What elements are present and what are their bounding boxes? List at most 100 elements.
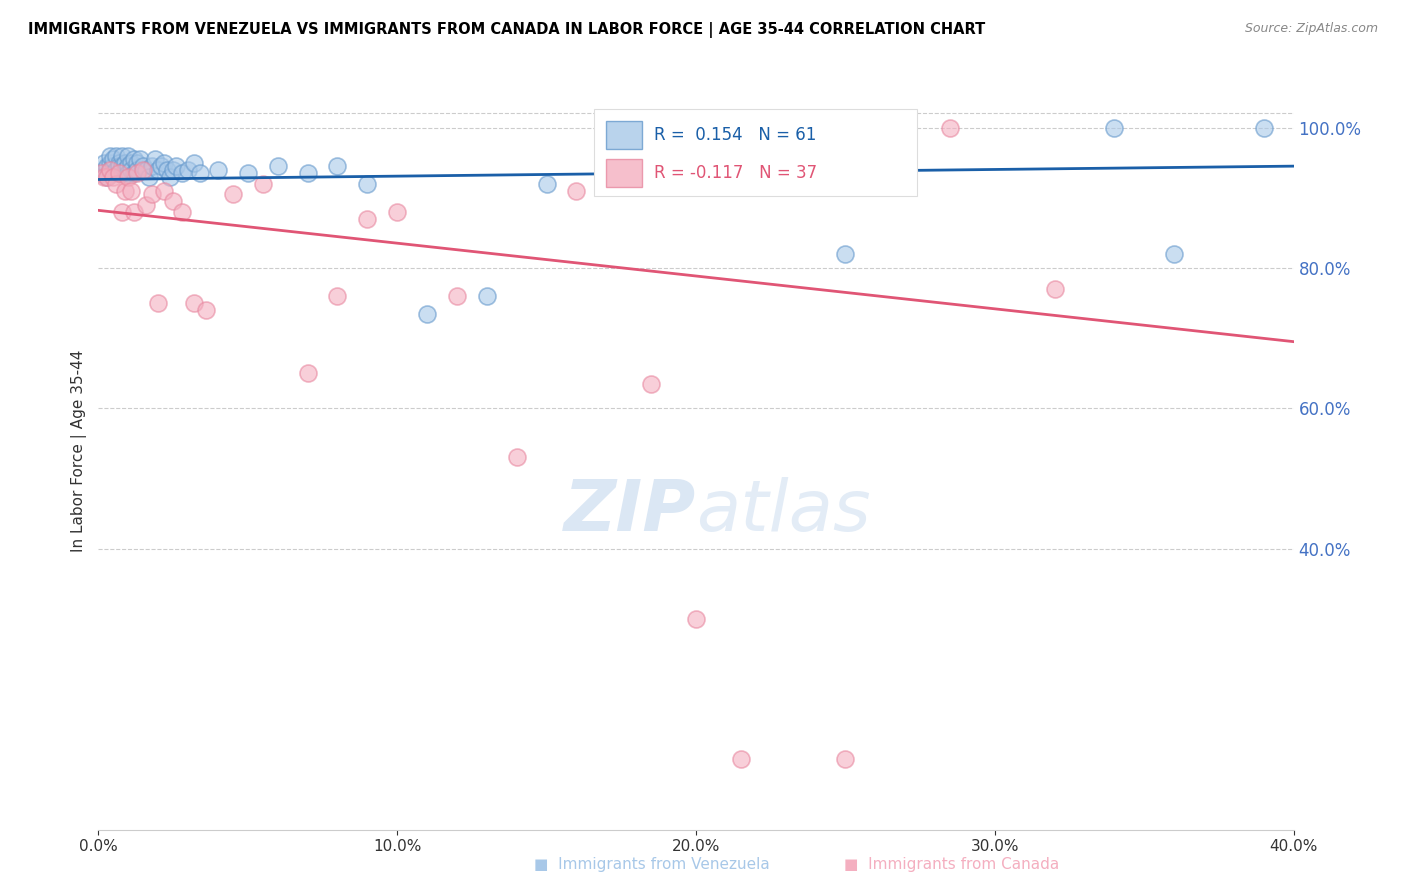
Point [165,159,187,173]
Point [153,155,176,169]
Point [236,166,259,180]
Point [90,166,112,180]
Point [297,366,319,380]
Point [108,155,131,169]
Point [127,155,149,169]
Y-axis label: In Labor Force | Age 35-44: In Labor Force | Age 35-44 [72,350,87,551]
Point [103,166,125,180]
Point [138,169,160,184]
Point [93,155,115,169]
Point [162,162,184,177]
Point [207,162,229,177]
Point [108,166,131,180]
Point [141,187,163,202]
Text: ZIP: ZIP [564,476,696,546]
Point [252,177,274,191]
FancyBboxPatch shape [595,110,917,196]
Bar [606,159,643,187]
Point [156,162,179,177]
Point [143,152,166,166]
Point [111,148,134,162]
Point [685,612,707,626]
Point [159,169,181,184]
Point [267,159,290,173]
Point [297,166,319,180]
Text: ■  Immigrants from Canada: ■ Immigrants from Canada [844,857,1059,872]
Point [188,166,211,180]
Point [114,184,136,198]
Point [195,303,218,318]
Point [114,155,136,169]
Point [98,148,122,162]
Point [183,296,205,310]
Point [326,159,349,173]
Text: ■  Immigrants from Venezuela: ■ Immigrants from Venezuela [534,857,770,872]
Point [117,159,139,173]
Point [148,162,170,177]
Point [124,152,146,166]
Point [127,166,149,180]
Point [117,148,139,162]
Point [685,162,707,177]
Point [565,184,588,198]
Point [326,289,349,303]
Point [135,162,157,177]
Point [834,752,856,766]
Point [117,169,139,184]
Point [103,152,125,166]
Point [162,194,184,209]
Point [93,169,115,184]
Point [124,204,146,219]
Bar [606,120,643,150]
Text: R =  0.154   N = 61: R = 0.154 N = 61 [654,126,817,144]
Point [172,204,194,219]
Point [120,162,142,177]
Point [111,159,134,173]
Point [98,162,122,177]
Point [117,166,139,180]
Point [96,159,118,173]
Point [132,159,155,173]
Point [416,307,439,321]
Point [1253,120,1275,135]
Point [90,166,112,180]
Point [141,159,163,173]
Text: R = -0.117   N = 37: R = -0.117 N = 37 [654,164,817,182]
Point [1163,247,1185,261]
Point [96,169,118,184]
Point [148,296,170,310]
Point [105,162,128,177]
Point [120,155,142,169]
Point [127,162,149,177]
Point [150,159,173,173]
Point [98,155,122,169]
Point [132,162,155,177]
Point [939,120,962,135]
Point [172,166,194,180]
Point [111,166,134,180]
Point [108,159,131,173]
Point [446,289,468,303]
Point [153,184,176,198]
Point [506,450,529,465]
Point [536,177,558,191]
Point [98,162,122,177]
Point [640,376,662,391]
Point [105,177,128,191]
Point [1043,282,1066,296]
Point [1104,120,1126,135]
Point [475,289,498,303]
Point [96,169,118,184]
Point [356,177,378,191]
Text: Source: ZipAtlas.com: Source: ZipAtlas.com [1244,22,1378,36]
Point [124,166,146,180]
Point [385,204,409,219]
Text: IMMIGRANTS FROM VENEZUELA VS IMMIGRANTS FROM CANADA IN LABOR FORCE | AGE 35-44 C: IMMIGRANTS FROM VENEZUELA VS IMMIGRANTS … [28,22,986,38]
Point [120,184,142,198]
Point [111,204,134,219]
Point [114,162,136,177]
Point [129,152,152,166]
Point [105,148,128,162]
Point [222,187,245,202]
Point [103,159,125,173]
